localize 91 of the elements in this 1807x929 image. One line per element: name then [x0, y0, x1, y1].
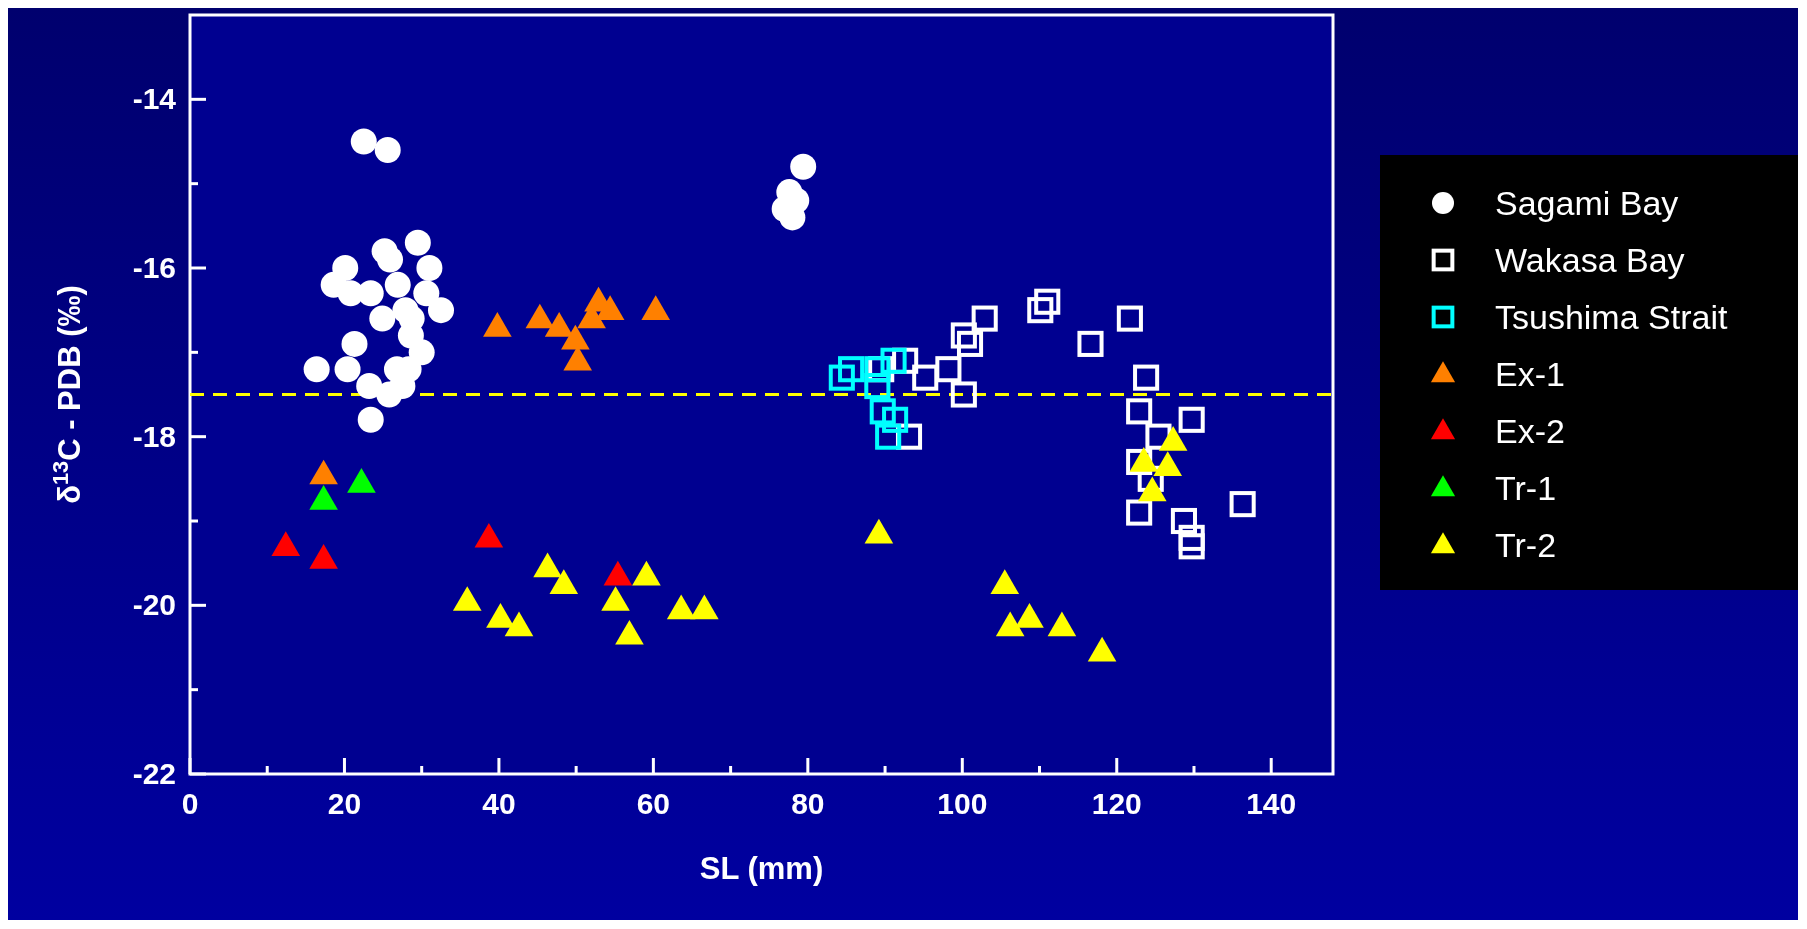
point [408, 339, 435, 366]
x-tick-label: 140 [1246, 787, 1297, 820]
point [615, 619, 644, 645]
point [1158, 425, 1188, 451]
point [1178, 524, 1205, 551]
point [1087, 636, 1117, 662]
point [790, 153, 817, 180]
point [882, 406, 909, 433]
point [404, 229, 431, 256]
x-tick-label: 80 [791, 787, 825, 820]
point [1178, 533, 1205, 560]
point [347, 468, 376, 493]
point [666, 594, 696, 620]
point [1126, 499, 1153, 526]
point [603, 560, 633, 586]
point [334, 356, 361, 383]
point [632, 560, 661, 586]
point [416, 255, 443, 281]
point [1133, 364, 1160, 391]
point [869, 398, 896, 425]
y-tick-label: -20 [132, 588, 176, 622]
legend-label: Sagami Bay [1495, 184, 1679, 222]
x-tick-label: 100 [937, 787, 988, 820]
point [309, 484, 338, 510]
legend-label: Ex-2 [1495, 412, 1565, 450]
point [1015, 603, 1044, 628]
point [374, 136, 401, 163]
point [369, 305, 396, 332]
point [995, 611, 1025, 637]
point [1137, 476, 1167, 502]
point [309, 544, 338, 569]
point [1129, 447, 1159, 472]
point [384, 271, 411, 298]
point [864, 518, 894, 544]
legend-label: Tsushima Strait [1495, 298, 1728, 336]
point [912, 364, 939, 391]
point [950, 381, 977, 408]
point [1027, 297, 1054, 324]
point [376, 381, 403, 408]
point [1126, 398, 1153, 425]
point [357, 406, 384, 433]
legend-label: Tr-1 [1495, 469, 1557, 507]
legend-label: Tr-2 [1495, 526, 1557, 564]
point [956, 330, 984, 357]
legend-label: Wakasa Bay [1495, 241, 1685, 279]
y-tick-label: -18 [132, 419, 176, 453]
point [838, 356, 865, 383]
x-tick-label: 0 [181, 787, 199, 820]
point [413, 280, 440, 307]
point [1170, 507, 1197, 535]
point [690, 594, 719, 620]
point [452, 586, 482, 611]
point [990, 569, 1020, 594]
x-tick-label: 120 [1091, 787, 1142, 820]
point [1178, 406, 1205, 433]
point [971, 305, 998, 332]
point [1047, 611, 1077, 637]
y-tick-label: -14 [132, 82, 177, 116]
point [504, 611, 534, 637]
point [309, 459, 338, 485]
point [875, 423, 902, 450]
legend-label: Ex-1 [1495, 355, 1565, 393]
point [950, 322, 977, 349]
point [303, 356, 330, 383]
point [271, 531, 301, 557]
point [486, 603, 515, 628]
point [1034, 288, 1061, 315]
point [357, 280, 384, 307]
y-tick-label: -16 [132, 251, 176, 284]
point [1077, 330, 1104, 357]
point [341, 330, 368, 357]
point [377, 246, 404, 273]
point [935, 356, 962, 383]
point [828, 364, 855, 391]
point [474, 522, 504, 548]
y-tick-label: -22 [132, 757, 176, 790]
point [549, 569, 579, 594]
point [533, 552, 562, 578]
point [864, 373, 891, 400]
point [880, 347, 907, 374]
point [356, 373, 383, 400]
x-axis-title: SL (mm) [699, 851, 824, 886]
x-tick-label: 60 [636, 787, 671, 820]
x-tick-label: 20 [327, 787, 362, 820]
point [1153, 451, 1183, 476]
x-tick-label: 40 [482, 787, 516, 820]
point [601, 586, 630, 611]
point [1229, 491, 1256, 518]
point [350, 128, 377, 155]
point [1116, 305, 1143, 332]
point [428, 297, 454, 324]
